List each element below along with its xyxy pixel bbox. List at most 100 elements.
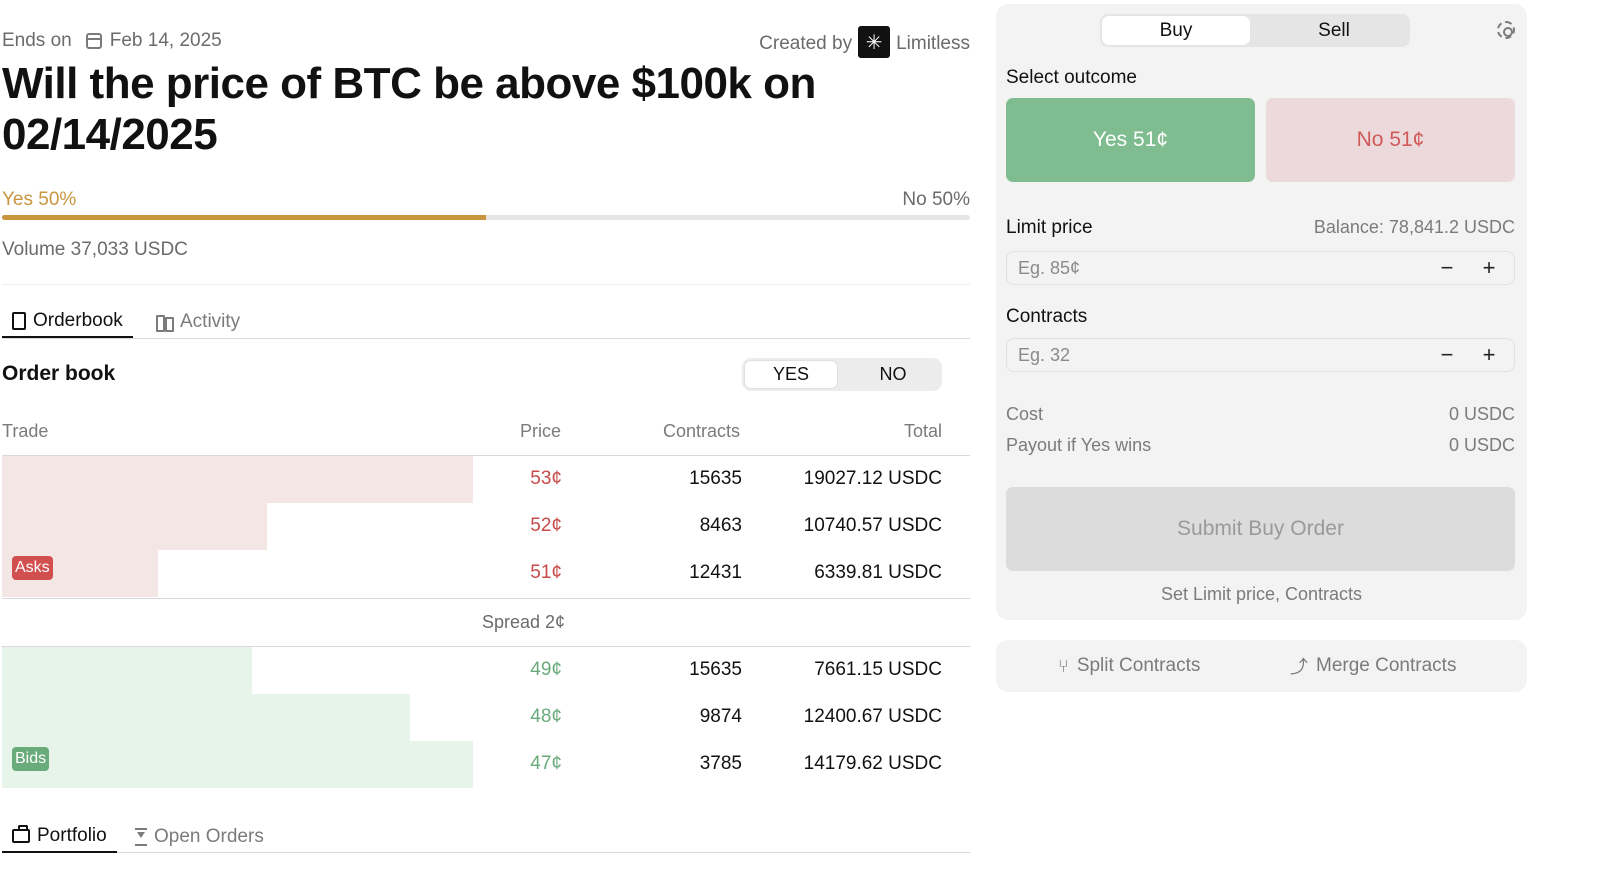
- spread-divider-bottom: [2, 646, 970, 647]
- merge-contracts-button[interactable]: ⤴ Merge Contracts: [1290, 640, 1456, 692]
- bid-contracts: 9874: [699, 706, 742, 727]
- bid-depth-bar: [2, 694, 410, 741]
- header-contracts: Contracts: [662, 421, 740, 441]
- tab-portfolio[interactable]: Portfolio: [2, 820, 117, 853]
- contracts-label: Contracts: [1006, 306, 1088, 327]
- bid-price: 49¢: [530, 659, 562, 680]
- trade-panel: Buy Sell Select outcome Yes 51¢ No 51¢ L…: [996, 4, 1527, 620]
- select-outcome-label: Select outcome: [1006, 67, 1137, 88]
- tab-open-orders[interactable]: Open Orders: [125, 820, 274, 853]
- asks-badge: Asks: [12, 556, 53, 580]
- calendar-icon: [85, 33, 102, 49]
- bid-total: 12400.67 USDC: [803, 706, 942, 727]
- ask-total: 10740.57 USDC: [803, 515, 942, 536]
- limit-price-input[interactable]: [1007, 252, 1407, 284]
- probability-bar-fill: [2, 215, 486, 220]
- limit-price-label: Limit price: [1006, 217, 1093, 238]
- merge-contracts-label: Merge Contracts: [1316, 655, 1457, 676]
- market-title: Will the price of BTC be above $100k on …: [2, 59, 816, 159]
- merge-icon: ⤴: [1290, 657, 1308, 677]
- buy-tab[interactable]: Buy: [1102, 16, 1250, 45]
- market-meta: Ends on Feb 14, 2025 Created by ✳ Limitl…: [2, 26, 970, 58]
- payout-label: Payout if Yes wins: [1006, 435, 1152, 455]
- creator-logo-icon: ✳: [858, 26, 891, 58]
- ask-depth-bar: [2, 456, 474, 503]
- bids-badge: Bids: [12, 747, 50, 771]
- buy-sell-toggle: Buy Sell: [1100, 14, 1410, 47]
- submit-hint: Set Limit price, Contracts: [1160, 584, 1363, 604]
- yes-outcome-button[interactable]: Yes 51¢: [1006, 98, 1255, 182]
- bid-row[interactable]: Bids 47¢ 3785 14179.62 USDC: [2, 741, 970, 788]
- contracts-input[interactable]: [1007, 339, 1407, 371]
- no-probability: No 50%: [902, 189, 970, 210]
- limit-price-increment[interactable]: +: [1482, 255, 1496, 280]
- contracts-field: − +: [1006, 338, 1515, 372]
- bid-depth-bar: [2, 741, 474, 788]
- gear-icon[interactable]: [1497, 21, 1515, 39]
- tab-open-orders-label: Open Orders: [154, 825, 264, 847]
- creator-name[interactable]: Limitless: [896, 33, 970, 54]
- created-by-label: Created by: [759, 33, 853, 54]
- divider: [2, 284, 970, 285]
- limit-price-field: − +: [1006, 251, 1515, 285]
- ask-total: 19027.12 USDC: [803, 468, 942, 489]
- tab-orderbook-label: Orderbook: [33, 309, 123, 331]
- ask-row[interactable]: Asks 51¢ 12431 6339.81 USDC: [2, 550, 970, 597]
- bid-total: 14179.62 USDC: [803, 753, 942, 774]
- tab-portfolio-label: Portfolio: [37, 824, 107, 846]
- yes-probability: Yes 50%: [2, 189, 77, 210]
- bid-price: 47¢: [530, 753, 562, 774]
- book-icon: [12, 311, 26, 330]
- spread-label: Spread 2¢: [482, 612, 566, 632]
- ask-price: 52¢: [530, 515, 562, 536]
- tab-orderbook[interactable]: Orderbook: [2, 305, 133, 338]
- split-contracts-button[interactable]: ⑂ Split Contracts: [1058, 640, 1200, 692]
- bid-contracts: 3785: [699, 753, 742, 774]
- bid-price: 48¢: [530, 706, 562, 727]
- balance: Balance: 78,841.2 USDC: [1313, 217, 1515, 237]
- bid-total: 7661.15 USDC: [814, 659, 942, 680]
- ask-price: 51¢: [530, 562, 562, 583]
- sell-tab[interactable]: Sell: [1318, 19, 1350, 41]
- ask-row[interactable]: 53¢ 15635 19027.12 USDC: [2, 456, 970, 503]
- ends-on-label: Ends on: [2, 30, 72, 51]
- header-divider: [2, 455, 970, 456]
- briefcase-icon: [12, 824, 30, 843]
- ask-row[interactable]: 52¢ 8463 10740.57 USDC: [2, 503, 970, 550]
- header-total: Total: [903, 421, 942, 441]
- toggle-no[interactable]: NO: [879, 364, 907, 384]
- cost-value: 0 USDC: [1448, 404, 1515, 424]
- bid-depth-bar: [2, 647, 252, 694]
- ask-contracts: 8463: [699, 515, 742, 536]
- ask-contracts: 12431: [689, 562, 742, 583]
- toggle-yes[interactable]: YES: [744, 360, 838, 389]
- tab-activity[interactable]: Activity: [145, 305, 250, 338]
- yes-no-toggle: YES NO: [742, 358, 942, 391]
- end-date: Feb 14, 2025: [109, 30, 222, 51]
- no-outcome-button[interactable]: No 51¢: [1266, 98, 1515, 182]
- orderbook-title: Order book: [2, 362, 116, 385]
- market-volume: Volume 37,033 USDC: [2, 239, 188, 260]
- bid-row[interactable]: 48¢ 9874 12400.67 USDC: [2, 694, 970, 741]
- detail-tabs: Orderbook Activity: [2, 305, 970, 339]
- end-date-info: Ends on Feb 14, 2025: [2, 30, 222, 52]
- contracts-increment[interactable]: +: [1482, 342, 1496, 367]
- cost-label: Cost: [1006, 404, 1044, 424]
- split-contracts-label: Split Contracts: [1076, 655, 1201, 676]
- market-detail: Ends on Feb 14, 2025 Created by ✳ Limitl…: [2, 26, 970, 853]
- orderbook-header: Trade Price Contracts Total: [2, 421, 970, 445]
- bid-row[interactable]: 49¢ 15635 7661.15 USDC: [2, 647, 970, 694]
- tab-activity-label: Activity: [180, 310, 241, 332]
- contracts-actions-panel: ⑂ Split Contracts ⤴ Merge Contracts: [996, 640, 1527, 692]
- creator-info[interactable]: Created by ✳ Limitless: [759, 26, 970, 58]
- limit-price-decrement[interactable]: −: [1440, 255, 1454, 280]
- submit-buy-order-button[interactable]: Submit Buy Order: [1006, 487, 1515, 571]
- spread-divider-top: [2, 598, 970, 599]
- candlestick-icon: [155, 313, 174, 332]
- ask-contracts: 15635: [689, 468, 742, 489]
- portfolio-tabs: Portfolio Open Orders: [2, 820, 970, 853]
- ask-total: 6339.81 USDC: [814, 562, 942, 583]
- header-price: Price: [519, 421, 561, 441]
- probability-bar: [2, 215, 970, 220]
- contracts-decrement[interactable]: −: [1440, 342, 1454, 367]
